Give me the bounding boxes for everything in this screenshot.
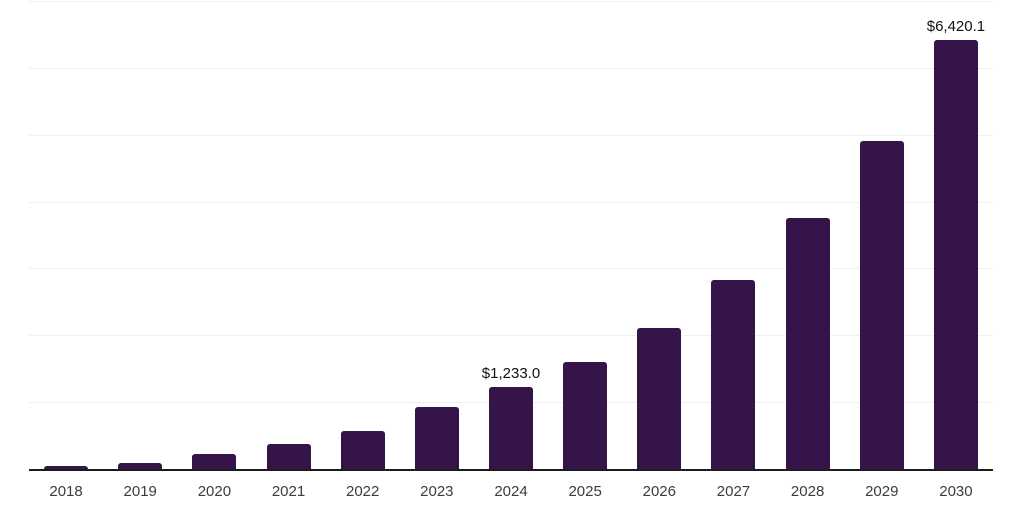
bar-2022 (340, 431, 385, 469)
x-axis-label-2026: 2026 (642, 483, 676, 500)
gridline (29, 1, 993, 2)
gridline (29, 201, 993, 203)
bar-2020 (192, 454, 237, 469)
x-axis-label-2021: 2021 (271, 483, 306, 500)
data-label-2030: $6,420.1 (926, 18, 986, 35)
bar-2027 (711, 280, 756, 469)
bar-2029 (859, 141, 904, 469)
bar-2025 (563, 362, 608, 469)
bar-2024 (489, 387, 533, 469)
x-axis-label-2027: 2027 (716, 483, 751, 500)
gridline (29, 335, 993, 337)
bar-2019 (118, 463, 163, 469)
bar-2028 (785, 218, 830, 469)
x-axis-label-2020: 2020 (197, 483, 232, 500)
x-axis-label-2022: 2022 (346, 483, 380, 500)
bar-2021 (266, 444, 311, 469)
gridline (29, 67, 993, 69)
bar-2018 (44, 466, 89, 469)
x-axis-label-2030: 2030 (939, 483, 973, 500)
gridline (29, 134, 993, 136)
x-axis-label-2024: 2024 (494, 483, 528, 500)
x-axis-label-2028: 2028 (790, 483, 825, 500)
x-axis-label-2019: 2019 (123, 483, 157, 500)
x-axis-label-2023: 2023 (420, 483, 454, 500)
gridline (29, 268, 993, 270)
x-axis-label-2018: 2018 (49, 483, 83, 500)
data-label-2024: $1,233.0 (481, 365, 541, 382)
bar-2026 (637, 328, 682, 469)
x-axis-label-2029: 2029 (865, 483, 899, 500)
bar-2030 (933, 40, 978, 469)
x-axis-line (29, 469, 993, 471)
bar-2023 (414, 407, 459, 469)
x-axis-label-2025: 2025 (568, 483, 602, 500)
